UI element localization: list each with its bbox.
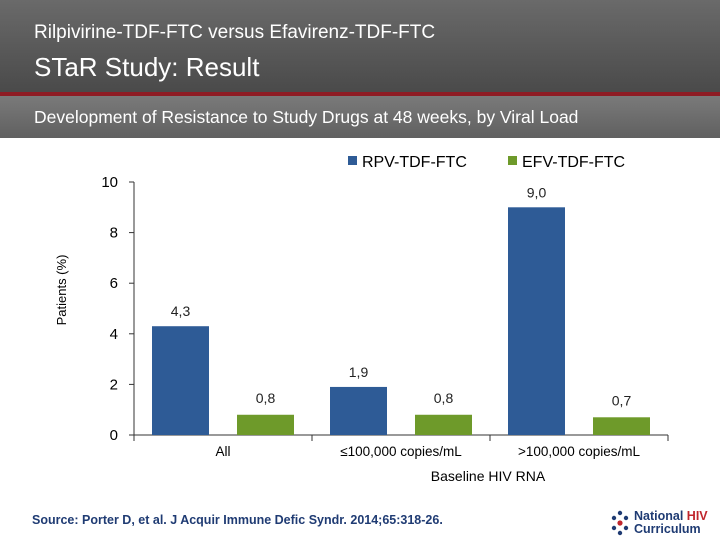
section-heading: Development of Resistance to Study Drugs… — [34, 107, 579, 127]
bar-efv — [237, 414, 294, 435]
bar-efv — [593, 417, 650, 435]
national-hiv-curriculum-logo: National HIV Curriculum — [610, 508, 718, 540]
y-axis-label: Patients (%) — [54, 255, 69, 326]
slide-title: STaR Study: Result — [34, 52, 260, 82]
logo-word-national: National — [634, 509, 684, 523]
bar-rpv — [330, 386, 387, 435]
y-tick-label: 2 — [110, 376, 118, 393]
y-tick-label: 10 — [101, 174, 118, 191]
x-category-label: All — [215, 444, 230, 459]
legend-swatch — [348, 156, 357, 165]
section-banner — [0, 96, 720, 138]
source-citation: Source: Porter D, et al. J Acquir Immune… — [32, 513, 443, 527]
logo-word-curriculum: Curriculum — [634, 522, 701, 536]
bar-rpv — [152, 326, 209, 435]
bar-rpv — [508, 207, 565, 435]
data-label: 1,9 — [349, 364, 369, 380]
x-category-label: ≤100,000 copies/mL — [340, 444, 462, 459]
header-divider — [0, 92, 720, 96]
x-category-label: >100,000 copies/mL — [518, 444, 640, 459]
bar-chart: 0 2 4 6 8 10 Patients (%) All 4,3 0,8 ≤100,000 cop… — [54, 154, 669, 484]
slide-subtitle: Rilpivirine-TDF-FTC versus Efavirenz-TDF… — [34, 22, 436, 43]
header-banner — [0, 0, 720, 92]
legend-swatch — [508, 156, 517, 165]
y-tick-label: 6 — [110, 275, 118, 292]
bar-efv — [415, 414, 472, 435]
data-label: 0,8 — [256, 390, 276, 406]
data-label: 4,3 — [171, 303, 191, 319]
legend-label: RPV-TDF-FTC — [362, 154, 467, 171]
logo-word-hiv: HIV — [686, 509, 708, 523]
logo-dots-icon — [611, 510, 629, 536]
y-tick-label: 4 — [110, 326, 118, 343]
y-tick-label: 0 — [110, 427, 118, 444]
y-tick-label: 8 — [110, 225, 118, 242]
data-label: 0,8 — [434, 390, 454, 406]
x-axis-label: Baseline HIV RNA — [431, 468, 546, 484]
data-label: 0,7 — [612, 392, 632, 408]
legend-label: EFV-TDF-FTC — [522, 154, 625, 171]
data-label: 9,0 — [527, 184, 547, 200]
